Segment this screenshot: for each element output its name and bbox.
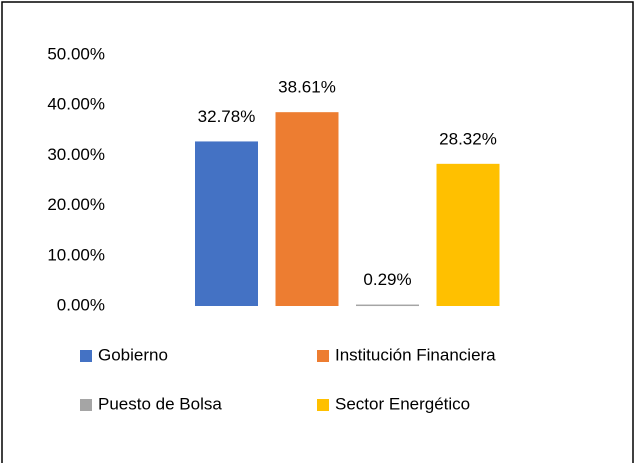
y-tick-label: 40.00% <box>47 95 105 114</box>
bar <box>356 304 419 307</box>
data-label: 38.61% <box>278 78 336 97</box>
legend-swatch <box>80 399 92 411</box>
data-label: 28.32% <box>439 129 497 148</box>
legend-swatch <box>80 350 92 362</box>
legend-label: Institución Financiera <box>335 345 496 364</box>
bar <box>275 112 339 307</box>
legend-swatch <box>317 399 329 411</box>
legend-label: Puesto de Bolsa <box>98 394 222 413</box>
y-tick-label: 30.00% <box>47 145 105 164</box>
y-tick-label: 20.00% <box>47 195 105 214</box>
data-label: 0.29% <box>363 270 411 289</box>
y-tick-label: 0.00% <box>57 295 105 314</box>
data-label: 32.78% <box>198 107 256 126</box>
y-tick-label: 50.00% <box>47 44 105 63</box>
bar <box>436 163 500 306</box>
y-tick-label: 10.00% <box>47 245 105 264</box>
bar <box>195 141 258 306</box>
legend-label: Sector Energético <box>335 394 470 413</box>
legend-label: Gobierno <box>98 345 168 364</box>
legend-swatch <box>317 350 329 362</box>
